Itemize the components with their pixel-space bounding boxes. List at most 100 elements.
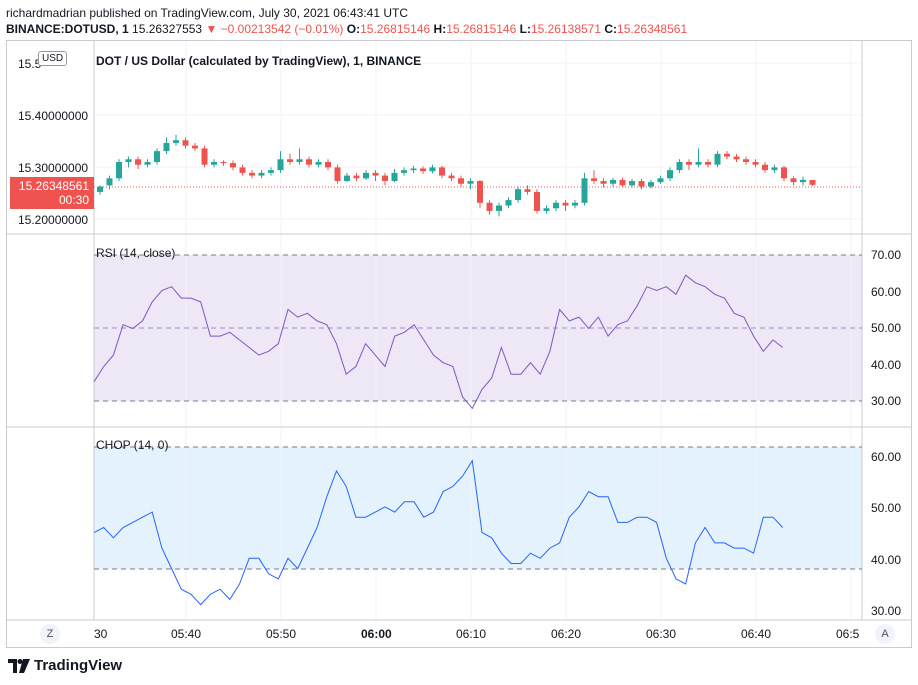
open-label: O:: [346, 22, 361, 36]
candle-body: [325, 161, 331, 168]
chop-axis-label: 40.00: [871, 553, 902, 567]
candle-body: [154, 151, 160, 162]
candle-body: [534, 191, 540, 211]
chop-band-fill: [94, 447, 862, 569]
candle-body: [771, 167, 778, 171]
candle-body: [277, 159, 284, 171]
chop-bands: [94, 446, 862, 570]
candle-body: [553, 202, 559, 209]
candle-body: [657, 178, 664, 183]
candle-body: [97, 186, 103, 192]
candle-body: [382, 175, 388, 182]
price-label-top: 15.5: [18, 57, 42, 71]
chart-frame[interactable]: [6, 40, 912, 648]
currency-badge[interactable]: USD: [38, 51, 68, 66]
main-pane-title: DOT / US Dollar (calculated by TradingVi…: [96, 54, 422, 68]
time-label: 06:30: [646, 627, 677, 641]
time-label: 05:50: [266, 627, 297, 641]
tradingview-logo[interactable]: TradingView: [8, 657, 122, 674]
rsi-bands: [94, 254, 862, 402]
time-label: 06:40: [741, 627, 772, 641]
rsi-axis-label: 60.00: [871, 285, 902, 299]
candle-body: [790, 178, 797, 183]
candle-body: [239, 167, 246, 173]
publish-info: richardmadrian published on TradingView.…: [6, 6, 409, 20]
candle-body: [714, 153, 721, 165]
candle-body: [135, 159, 141, 165]
candle-body: [695, 161, 702, 165]
time-label: 06:20: [551, 627, 582, 641]
price-change: ▼ −0.00213542 (−0.01%): [205, 22, 344, 36]
time-label: 30: [94, 627, 108, 641]
rsi-title[interactable]: RSI (14, close): [96, 246, 176, 260]
candle-body: [296, 159, 303, 162]
candle-body: [391, 172, 398, 182]
candle-body: [524, 189, 531, 192]
zoom-button[interactable]: Z: [40, 624, 60, 644]
candle-body: [439, 167, 445, 176]
low-value: 15.26138571: [530, 22, 602, 36]
candle-body: [733, 156, 740, 160]
candle-body: [372, 172, 379, 176]
candle-body: [106, 178, 113, 186]
candle-body: [125, 159, 132, 162]
candle-body: [619, 179, 626, 186]
time-label: 05:40: [171, 627, 202, 641]
candle-body: [591, 178, 597, 182]
candle-body: [676, 161, 683, 171]
candle-body: [781, 167, 787, 179]
candle-body: [667, 170, 673, 179]
candle-body: [629, 181, 635, 186]
rsi-line: [93, 274, 784, 410]
candle-body: [401, 170, 407, 173]
candle-body: [220, 161, 227, 164]
open-value: 15.26815146: [360, 22, 431, 36]
candle-body: [334, 167, 341, 182]
time-label: 06:5: [836, 627, 860, 641]
candle-body: [467, 181, 474, 184]
candle-body: [543, 208, 550, 211]
candle-body: [258, 172, 265, 176]
auto-scale-button[interactable]: A: [875, 624, 895, 644]
candle-body: [192, 145, 198, 149]
chop-title[interactable]: CHOP (14, 0): [96, 438, 169, 452]
candle-body: [638, 181, 645, 187]
rsi-axis-label: 70.00: [871, 248, 902, 262]
candle-body: [448, 175, 455, 179]
candlestick-series: [97, 134, 816, 217]
close-label: C:: [604, 22, 618, 36]
horizontal-gridlines: [94, 62, 862, 220]
bar-countdown: 00:30: [58, 193, 89, 207]
candle-body: [344, 175, 350, 182]
ohlc-legend: BINANCE:DOTUSD, 1 15.26327553 ▼ −0.00213…: [6, 22, 687, 37]
time-label: 06:00: [361, 627, 392, 641]
rsi-axis-label: 40.00: [871, 358, 902, 372]
low-label: L:: [519, 22, 531, 36]
candle-body: [306, 159, 312, 165]
rsi-axis-label: 30.00: [871, 394, 902, 408]
footer-brand: TradingView: [34, 657, 123, 674]
price-label: 15.30000000: [18, 161, 89, 175]
chop-axis-label: 30.00: [871, 604, 902, 618]
chop-axis-label: 50.00: [871, 501, 902, 515]
candle-body: [363, 172, 369, 179]
candle-body: [743, 159, 749, 162]
candle-body: [600, 181, 607, 184]
candle-body: [353, 175, 360, 179]
candle-body: [486, 202, 493, 211]
current-price: 15.26327553: [132, 22, 203, 36]
candle-body: [230, 163, 236, 168]
close-value: 15.26348561: [617, 22, 688, 36]
last-price-value: 15.26348561: [18, 179, 89, 193]
candle-body: [705, 161, 711, 165]
candle-body: [648, 182, 654, 187]
candle-body: [458, 178, 464, 184]
rsi-axis-label: 50.00: [871, 321, 902, 335]
candle-body: [144, 161, 151, 165]
candle-body: [581, 178, 588, 203]
candle-body: [762, 164, 768, 171]
symbol[interactable]: BINANCE:DOTUSD, 1: [6, 22, 129, 36]
candle-body: [572, 202, 578, 206]
candle-body: [686, 161, 692, 165]
